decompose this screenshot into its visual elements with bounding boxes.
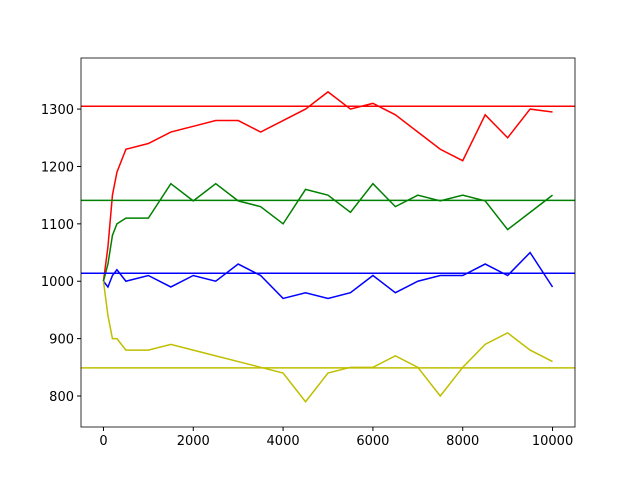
y-tick-label: 1200 — [41, 160, 74, 175]
x-tick-label: 4000 — [267, 434, 300, 449]
series-line — [102, 182, 554, 282]
y-tick-label: 1100 — [41, 218, 74, 233]
y-tick-label: 900 — [49, 333, 74, 348]
x-tick-label: 6000 — [356, 434, 389, 449]
plot-frame — [80, 57, 576, 428]
y-tick-label: 1300 — [41, 103, 74, 118]
y-tick-label: 1000 — [41, 275, 74, 290]
x-tick-label: 0 — [99, 434, 107, 449]
series-line — [102, 281, 553, 403]
series-line — [102, 90, 553, 282]
x-tick-label: 2000 — [177, 434, 210, 449]
x-tick-label: 10000 — [532, 434, 573, 449]
y-tick-label: 800 — [49, 390, 74, 405]
x-tick-label: 8000 — [446, 434, 479, 449]
